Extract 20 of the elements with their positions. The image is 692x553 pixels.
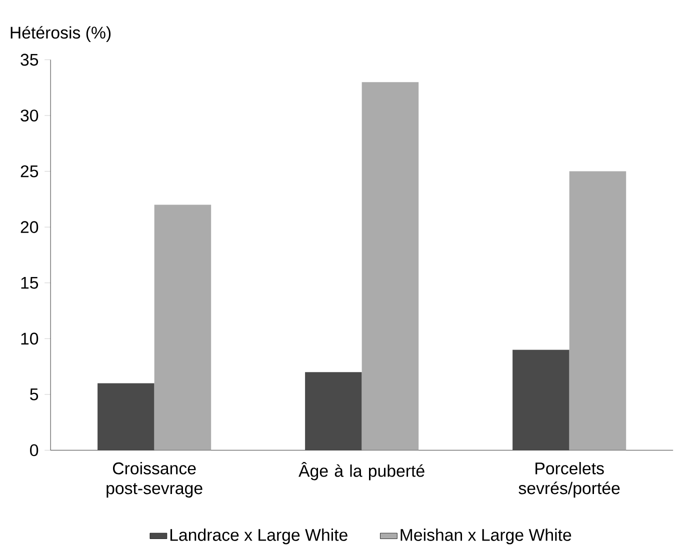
- y-tick-label: 0: [30, 444, 38, 456]
- x-tick-label: Âge à la puberté: [298, 462, 424, 480]
- bar: [362, 82, 419, 450]
- y-axis-title: Hétérosis (%): [10, 26, 111, 42]
- y-tick-label: 20: [20, 221, 38, 234]
- bar: [154, 204, 212, 450]
- y-tick-label: 25: [20, 165, 38, 178]
- y-tick-label: 35: [20, 54, 38, 66]
- legend-label: Landrace x Large White: [170, 528, 348, 544]
- bar: [305, 372, 362, 450]
- bar: [569, 171, 626, 450]
- bar: [98, 383, 154, 450]
- y-tick-label: 5: [30, 388, 38, 400]
- bar: [512, 350, 570, 450]
- legend-label: Meishan x Large White: [400, 528, 572, 544]
- x-tick-label: Porcelets sevrés/portée: [518, 462, 620, 498]
- y-tick-label: 30: [20, 110, 38, 122]
- y-tick-label: 15: [21, 277, 38, 289]
- x-tick-label: Croissance post-sevrage: [106, 462, 202, 498]
- y-tick-label: 10: [21, 332, 38, 345]
